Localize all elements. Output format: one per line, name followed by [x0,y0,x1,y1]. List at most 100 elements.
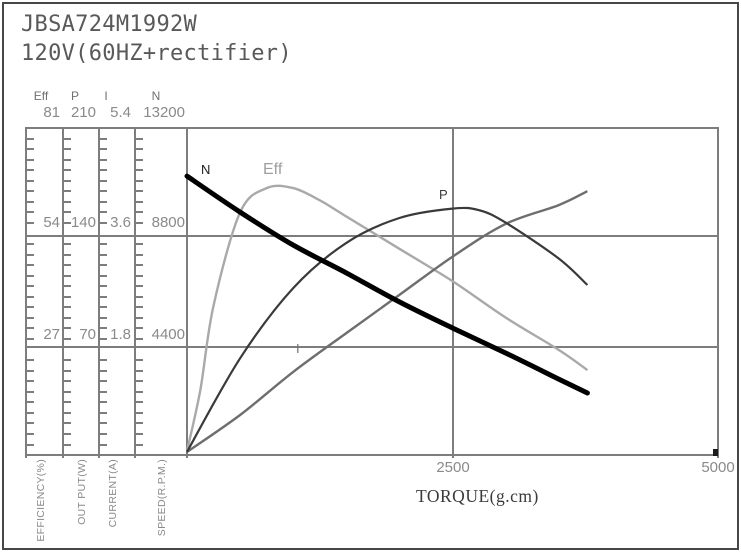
tick-mark [63,254,71,256]
tick-mark [99,254,107,256]
tick-mark [63,327,71,329]
tick-mark [99,422,107,424]
tick-mark [63,275,71,277]
tick-mark [63,401,71,403]
tick-mark [63,201,71,203]
y-axis-label-output: OUT PUT(W) [75,459,88,525]
voltage-spec: 120V(60HZ+rectifier) [21,41,292,66]
tick-mark [135,264,143,266]
tick-mark [99,370,107,372]
tick-mark [63,296,71,298]
power-curve-label: P [439,187,448,202]
tick-mark [135,359,143,361]
current-curve-label: I [296,341,300,356]
tick-mark [26,201,34,203]
x-axis-label-torque: TORQUE(g.cm) [416,486,539,506]
tick-mark [99,201,107,203]
tick-mark [26,285,34,287]
gridline-mid-8800 [25,235,719,237]
tick-mark [63,444,71,446]
tick-mark [63,338,71,340]
x-tick-5000: 5000 [701,459,735,476]
tick-mark [135,211,143,213]
tick-mark [135,327,143,329]
tick-mark [135,422,143,424]
gridline-top [25,127,719,129]
x-tick-2500: 2500 [436,459,470,476]
tick-mark [99,148,107,150]
tick-mark [26,444,34,446]
tick-mark [135,275,143,277]
tick-mark [135,296,143,298]
tick-mark [99,359,107,361]
tick-mark [26,222,34,224]
model-number: JBSA724M1992W [21,12,198,37]
tick-mark [63,211,71,213]
tick-mark [135,306,143,308]
tick-mark [63,317,71,319]
tick-mark [26,254,34,256]
ladder-line-current [98,127,100,458]
tick-mark [135,190,143,192]
i-tick-5-4: 5.4 [110,104,131,121]
eff-tick-81: 81 [43,104,60,121]
ladder-line-efficiency [25,127,27,458]
tick-mark [99,169,107,171]
tick-mark [135,285,143,287]
i-tick-3-6: 3.6 [110,214,131,231]
tick-mark [26,264,34,266]
tick-mark [26,370,34,372]
tick-mark [135,444,143,446]
y-axis-label-speed: SPEED(R.P.M.) [155,459,168,537]
tick-mark [99,243,107,245]
eff-tick-27: 27 [43,326,60,343]
tick-mark [63,380,71,382]
tick-mark [63,391,71,393]
tick-mark [26,327,34,329]
i-tick-1-8: 1.8 [110,326,131,343]
tick-mark [135,201,143,203]
p-tick-210: 210 [70,104,96,121]
tick-mark [135,370,143,372]
gridline-2500 [452,127,454,458]
axis-header-eff: Eff [33,89,49,103]
tick-mark [99,433,107,435]
tick-mark [99,138,107,140]
tick-mark [135,254,143,256]
tick-mark [26,380,34,382]
axis-end-marker [713,449,718,456]
tick-mark [99,444,107,446]
page-title: JBSA724M1992W 120V(60HZ+rectifier) [21,10,292,68]
tick-mark [26,433,34,435]
tick-mark [63,169,71,171]
y-axis-label-current: CURRENT(A) [106,459,119,528]
n-tick-4400: 4400 [151,326,185,343]
tick-mark [63,138,71,140]
tick-mark [135,180,143,182]
tick-mark [26,317,34,319]
tick-mark [26,180,34,182]
tick-mark [135,159,143,161]
tick-mark [63,359,71,361]
tick-mark [63,243,71,245]
tick-mark [63,433,71,435]
tick-mark [26,401,34,403]
tick-mark [26,148,34,150]
tick-mark [135,222,143,224]
p-tick-70: 70 [79,326,96,343]
tick-mark [135,412,143,414]
axis-header-p: P [70,89,79,103]
speed-curve-label: N [201,162,211,177]
ladder-line-output [62,127,64,458]
tick-mark [26,338,34,340]
tick-mark [63,264,71,266]
tick-mark [99,296,107,298]
tick-mark [63,412,71,414]
plot-left-edge [186,127,188,458]
eff-tick-54: 54 [43,214,60,231]
n-tick-8800: 8800 [151,214,185,231]
tick-mark [26,412,34,414]
tick-mark [26,159,34,161]
